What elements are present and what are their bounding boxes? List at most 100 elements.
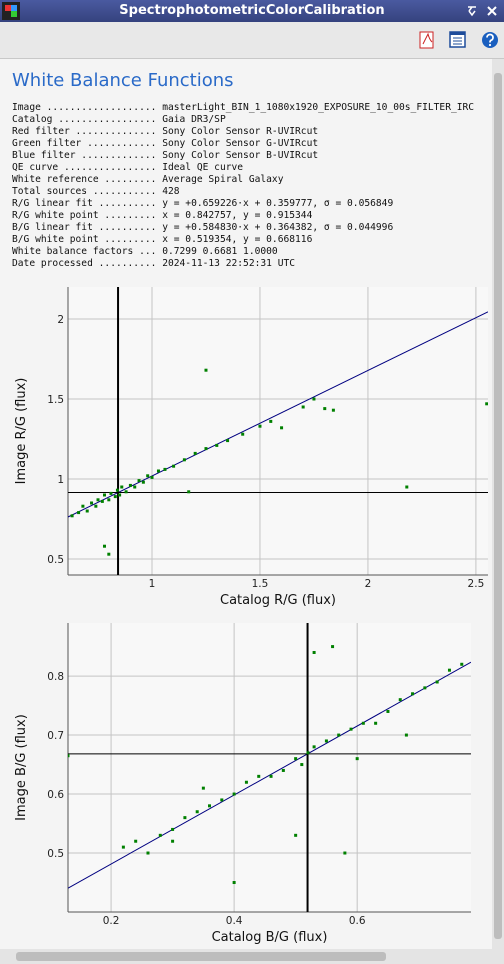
point — [355, 757, 359, 761]
point — [435, 680, 439, 684]
point — [124, 490, 128, 494]
point — [244, 780, 248, 784]
point — [447, 668, 451, 672]
point — [349, 727, 353, 731]
info-key: White reference ......... — [12, 174, 157, 185]
point — [280, 426, 284, 430]
point — [102, 493, 106, 497]
info-key: Total sources ........... — [12, 186, 157, 197]
y-tick-label: 0.6 — [47, 789, 64, 801]
point — [208, 804, 212, 808]
info-row: QE curve ................ Ideal QE curve — [12, 162, 474, 174]
info-value: Sony Color Sensor R-UVIRcut — [162, 126, 319, 137]
point — [485, 402, 488, 406]
info-value: Gaia DR3/SP — [162, 114, 226, 125]
point — [193, 451, 197, 455]
point — [107, 498, 111, 502]
info-row: B/G linear fit .......... y = +0.584830·… — [12, 222, 474, 234]
point — [331, 408, 335, 412]
point — [331, 645, 335, 649]
point — [141, 480, 145, 484]
point — [398, 698, 402, 702]
x-axis-label: Catalog B/G (flux) — [212, 930, 328, 945]
toolbar-icons — [419, 31, 498, 49]
point — [405, 485, 409, 489]
y-tick-label: 1.5 — [47, 394, 64, 406]
point — [257, 774, 261, 778]
info-value: 428 — [162, 186, 180, 197]
point — [68, 754, 70, 758]
info-row: Date processed .......... 2024-11-13 22:… — [12, 258, 474, 270]
info-key: R/G white point ......... — [12, 210, 157, 221]
info-row: White reference ......... Average Spiral… — [12, 174, 474, 186]
point — [323, 407, 327, 411]
y-tick-label: 1 — [57, 474, 64, 486]
point — [312, 745, 316, 749]
info-key: R/G linear fit .......... — [12, 198, 157, 209]
point — [226, 439, 230, 443]
point — [232, 881, 236, 885]
point — [182, 458, 186, 462]
point — [113, 495, 117, 499]
point — [411, 692, 415, 696]
point — [312, 650, 316, 654]
x-tick-label: 2.5 — [468, 578, 485, 590]
chart: 0.2 0.4 0.6 0.5 0.6 0.7 0.8 Catalog B/G (flux) I… — [14, 623, 471, 945]
point — [423, 686, 427, 690]
point — [195, 810, 199, 814]
plot-area — [68, 623, 471, 912]
x-axis-label: Catalog R/G (flux) — [220, 593, 336, 608]
fit-line — [68, 661, 471, 889]
point — [460, 662, 464, 666]
vertical-scrollbar[interactable] — [492, 59, 504, 949]
info-row: R/G white point ......... x = 0.842757, … — [12, 210, 474, 222]
point — [204, 447, 208, 451]
point — [404, 733, 408, 737]
point — [85, 509, 89, 513]
point — [156, 469, 160, 473]
info-value: 0.7299 0.6681 1.0000 — [162, 246, 278, 257]
info-key: B/G white point ......... — [12, 234, 157, 245]
info-value: masterLight_BIN_1_1080x1920_EXPOSURE_10_… — [162, 102, 475, 113]
help-button[interactable] — [482, 32, 498, 48]
info-row: Total sources ........... 428 — [12, 186, 474, 198]
pdf-button[interactable] — [419, 31, 434, 49]
point — [146, 851, 150, 855]
point — [172, 464, 176, 468]
info-value: 2024-11-13 22:52:31 UTC — [162, 258, 296, 269]
horizontal-scrollbar[interactable] — [0, 949, 504, 964]
info-value: y = +0.584830·x + 0.364382, σ = 0.044996 — [162, 222, 394, 233]
point — [294, 757, 298, 761]
info-row: Catalog ................. Gaia DR3/SP — [12, 114, 474, 126]
point — [171, 839, 175, 843]
info-value: y = +0.659226·x + 0.359777, σ = 0.056849 — [162, 198, 394, 209]
point — [120, 485, 124, 489]
point — [294, 833, 298, 837]
point — [109, 491, 113, 495]
point — [171, 827, 175, 831]
info-value: Ideal QE curve — [162, 162, 244, 173]
point — [258, 424, 262, 428]
point — [300, 763, 304, 767]
info-value: Average Spiral Galaxy — [162, 174, 284, 185]
point — [201, 786, 205, 790]
point — [269, 419, 273, 423]
point — [386, 709, 390, 713]
y-axis-label: Image R/G (flux) — [14, 378, 29, 485]
point — [107, 552, 111, 556]
point — [134, 839, 138, 843]
point — [94, 504, 98, 508]
window-buttons[interactable] — [464, 0, 504, 22]
info-key: Blue filter ............. — [12, 150, 157, 161]
document-button[interactable] — [449, 31, 466, 48]
y-tick-label: 0.8 — [47, 671, 64, 683]
point — [215, 443, 219, 447]
info-key: QE curve ................ — [12, 162, 157, 173]
point — [96, 498, 100, 502]
title-bar: SpectrophotometricColorCalibration — [0, 0, 504, 22]
point — [269, 774, 273, 778]
point — [128, 483, 132, 487]
info-key: B/G linear fit .......... — [12, 222, 157, 233]
info-value: Sony Color Sensor B-UVIRcut — [162, 150, 319, 161]
